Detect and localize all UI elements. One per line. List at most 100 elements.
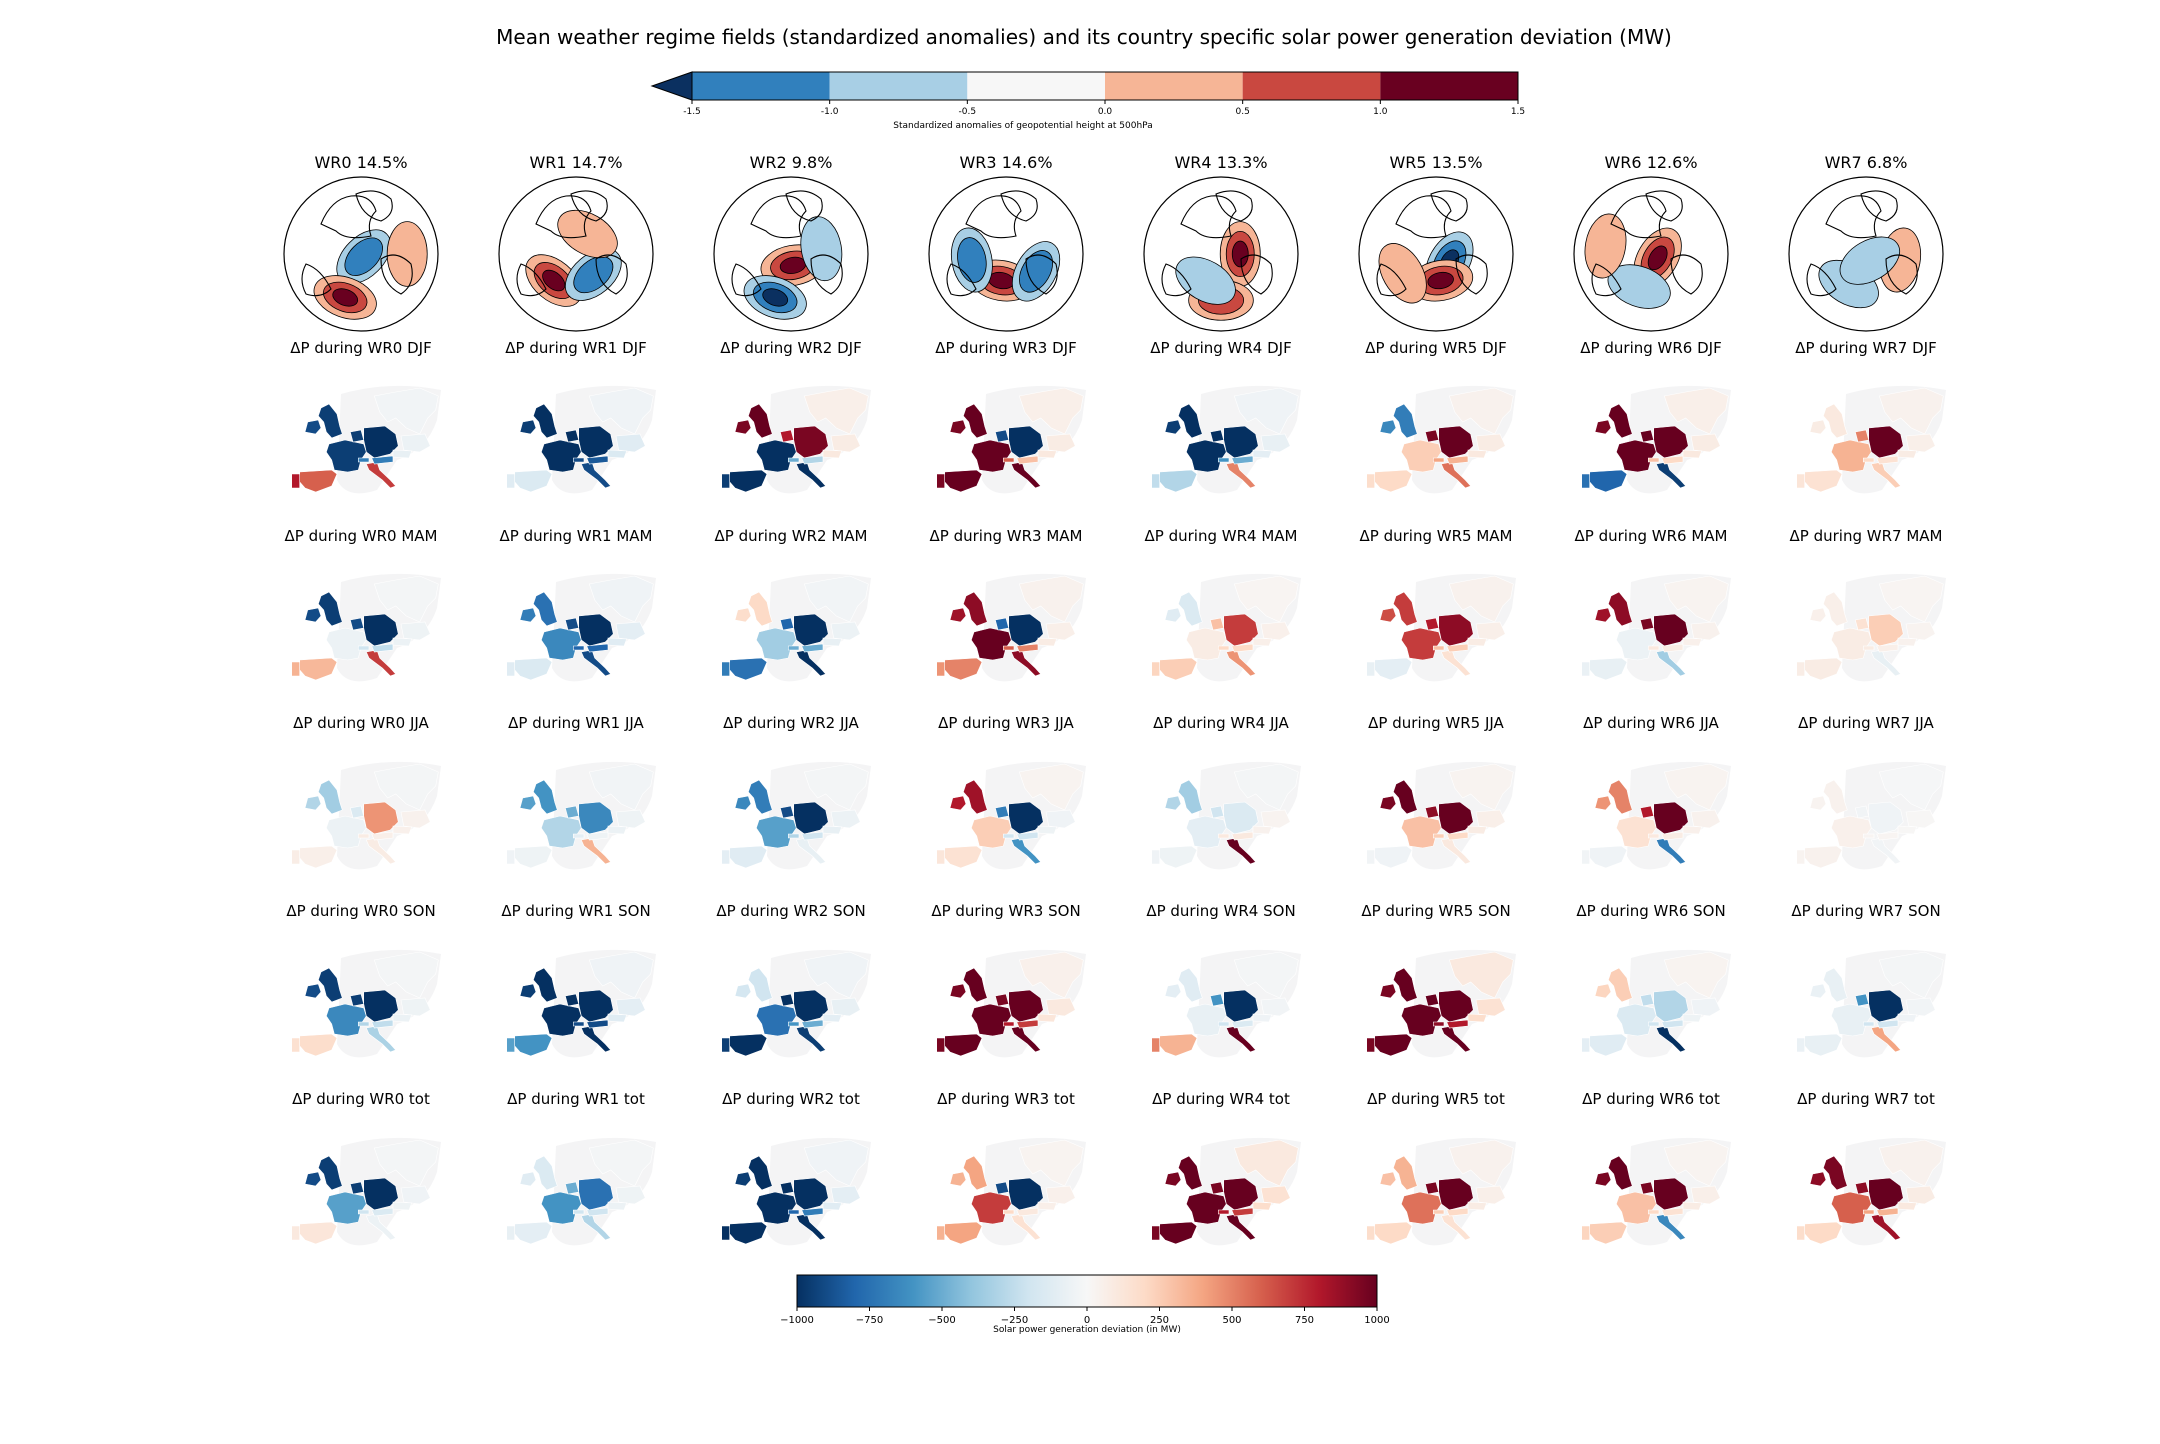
country-cz: [1252, 825, 1273, 835]
country-fr: [1830, 439, 1872, 473]
globe-title: WR5 13.5%: [1389, 153, 1482, 172]
panel-title: ΔP during WR2 JJA: [723, 714, 859, 732]
country-cz: [607, 449, 628, 459]
bottom-colorbar-gradient: [796, 1274, 1378, 1308]
country-at: [1446, 643, 1469, 653]
country-fr: [325, 1003, 367, 1037]
country-ie: [304, 419, 322, 435]
country-it: [1870, 1025, 1902, 1053]
country-fr: [1615, 627, 1657, 661]
country-benl: [779, 805, 795, 819]
country-de: [1653, 801, 1689, 835]
country-ie: [734, 1171, 752, 1187]
country-scan: [1448, 1139, 1514, 1187]
country-scan: [1233, 575, 1299, 623]
country-cz: [1037, 637, 1058, 647]
country-es: [729, 845, 768, 869]
country-ch: [1433, 1209, 1445, 1215]
panel-title: ΔP during WR7 tot: [1797, 1090, 1935, 1108]
globe-title: WR6 12.6%: [1604, 153, 1697, 172]
globe-border: [928, 176, 1084, 332]
anomaly-contour: [957, 237, 987, 283]
country-ie: [949, 795, 967, 811]
coastline: [1885, 254, 1918, 295]
country-ch: [1648, 457, 1660, 463]
country-fr: [1400, 439, 1442, 473]
country-pt: [1796, 1225, 1805, 1241]
country-pt: [1796, 473, 1805, 489]
country-pl: [400, 433, 431, 453]
country-pt: [1366, 661, 1375, 677]
country-fr: [755, 1191, 797, 1225]
coastline: [1180, 195, 1237, 239]
country-uk: [1607, 1155, 1633, 1191]
country-ie: [1594, 607, 1612, 623]
country-benl: [1424, 429, 1440, 443]
bottom-colorbar-tick-label: −1000: [780, 1315, 814, 1326]
top-colorbar-segment: [829, 72, 968, 100]
country-ie: [304, 795, 322, 811]
panel-wr5-tot: ΔP during WR5 tot: [1366, 1090, 1516, 1246]
bottom-colorbar-tick-label: 1000: [1364, 1315, 1389, 1326]
country-uk: [747, 403, 773, 439]
country-fr: [1185, 1003, 1227, 1037]
country-uk: [747, 967, 773, 1003]
panel-wr2-tot: ΔP during WR2 tot: [721, 1090, 871, 1246]
country-uk: [532, 779, 558, 815]
panel-wr3-mam: ΔP during WR3 MAM: [930, 527, 1086, 682]
country-de: [578, 1177, 614, 1211]
country-cz: [607, 1013, 628, 1023]
country-fr: [970, 815, 1012, 849]
country-it: [365, 1213, 397, 1241]
country-at: [586, 1019, 609, 1029]
anomaly-contour: [1647, 245, 1668, 271]
country-uk: [1392, 591, 1418, 627]
country-scan: [1448, 575, 1514, 623]
country-cz: [392, 449, 413, 459]
globe-wr5: WR5 13.5%: [1358, 153, 1514, 332]
panel-wr7-djf: ΔP during WR7 DJF: [1795, 339, 1946, 494]
country-ie: [1164, 607, 1182, 623]
country-ch: [788, 457, 800, 463]
country-scan: [373, 575, 439, 623]
country-pl: [1475, 621, 1506, 641]
country-cz: [1897, 1201, 1918, 1211]
country-it: [1655, 837, 1687, 865]
country-scan: [1663, 763, 1729, 811]
panel-wr2-son: ΔP during WR2 SON: [716, 902, 871, 1058]
country-es: [1589, 845, 1628, 869]
country-benl: [349, 1181, 365, 1195]
panel-wr2-mam: ΔP during WR2 MAM: [715, 527, 871, 682]
country-scan: [1663, 951, 1729, 999]
panel-wr5-djf: ΔP during WR5 DJF: [1365, 339, 1516, 494]
country-benl: [994, 805, 1010, 819]
country-benl: [564, 993, 580, 1007]
globe-wr4: WR4 13.3%: [1143, 153, 1299, 332]
country-uk: [317, 591, 343, 627]
country-fr: [970, 1003, 1012, 1037]
coastline: [1645, 190, 1683, 222]
panel-title: ΔP during WR6 SON: [1576, 902, 1725, 920]
country-at: [801, 455, 824, 465]
panel-wr5-mam: ΔP during WR5 MAM: [1360, 527, 1516, 682]
globe-background: [499, 177, 653, 331]
country-pt: [936, 1225, 945, 1241]
country-scan: [1448, 387, 1514, 435]
country-it: [1010, 649, 1042, 677]
country-cz: [1682, 449, 1703, 459]
country-cz: [392, 825, 413, 835]
country-fr: [755, 627, 797, 661]
country-ie: [304, 983, 322, 999]
country-es: [514, 845, 553, 869]
country-es: [299, 657, 338, 681]
country-fr: [325, 815, 367, 849]
panel-title: ΔP during WR6 JJA: [1583, 714, 1719, 732]
country-pl: [1045, 621, 1076, 641]
country-uk: [747, 1155, 773, 1191]
country-pl: [400, 1185, 431, 1205]
country-it: [1440, 1025, 1472, 1053]
bottom-colorbar-tick-label: 250: [1150, 1315, 1169, 1326]
figure-title: Mean weather regime fields (standardized…: [496, 25, 1672, 49]
country-at: [1016, 455, 1039, 465]
